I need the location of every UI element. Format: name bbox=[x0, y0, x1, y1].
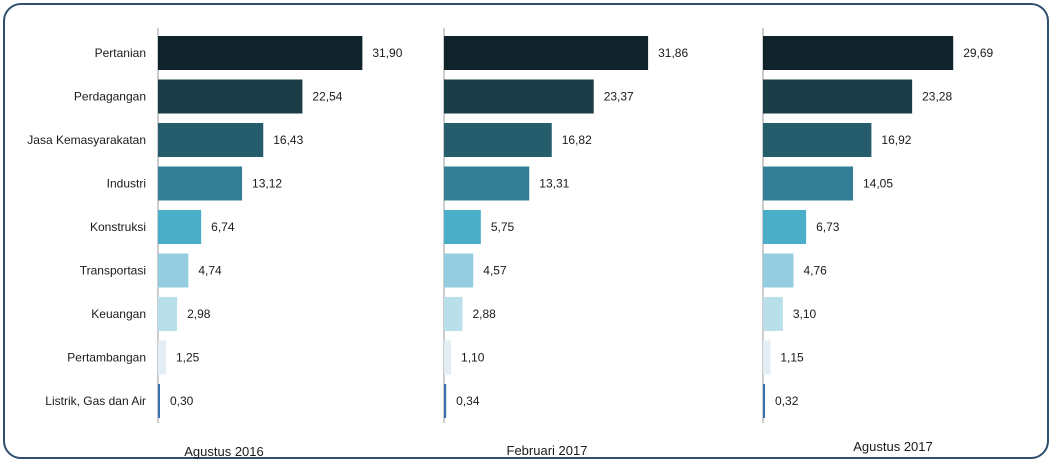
bar bbox=[444, 166, 530, 201]
bar-value-label: 6,73 bbox=[816, 220, 840, 234]
category-label: Pertambangan bbox=[67, 351, 146, 365]
bar-value-label: 0,32 bbox=[775, 394, 799, 408]
bar-value-label: 16,92 bbox=[881, 133, 911, 147]
bar bbox=[763, 384, 766, 418]
category-label: Industri bbox=[107, 177, 146, 191]
panel-title: Agustus 2017 bbox=[853, 439, 933, 454]
bar-value-label: 2,88 bbox=[472, 307, 496, 321]
bar-value-label: 4,74 bbox=[198, 264, 222, 278]
panel-title: Februari 2017 bbox=[507, 443, 588, 458]
bar-value-label: 29,69 bbox=[963, 46, 993, 60]
bar-value-label: 14,05 bbox=[863, 177, 893, 191]
bar-value-label: 6,74 bbox=[211, 220, 235, 234]
bar bbox=[763, 210, 807, 244]
bar bbox=[763, 297, 783, 331]
bar bbox=[763, 340, 771, 375]
bar-value-label: 22,54 bbox=[312, 90, 342, 104]
bar bbox=[158, 253, 189, 288]
bar bbox=[158, 36, 363, 70]
category-label: Keuangan bbox=[91, 307, 146, 321]
bar-value-label: 23,28 bbox=[922, 90, 952, 104]
bar-value-label: 31,90 bbox=[372, 46, 402, 60]
bar-value-label: 4,76 bbox=[803, 264, 827, 278]
bar-value-label: 2,98 bbox=[187, 307, 211, 321]
category-label: Pertanian bbox=[95, 46, 146, 60]
bar-value-label: 0,34 bbox=[456, 394, 480, 408]
chart-frame bbox=[3, 3, 1049, 459]
bar bbox=[444, 79, 594, 114]
bar-value-label: 31,86 bbox=[658, 46, 688, 60]
bar-value-label: 1,15 bbox=[780, 351, 804, 365]
bar bbox=[158, 210, 202, 244]
bar bbox=[158, 297, 178, 331]
bar bbox=[763, 123, 872, 157]
bar-value-label: 13,31 bbox=[539, 177, 569, 191]
bar bbox=[444, 123, 552, 157]
bar bbox=[444, 36, 649, 70]
bar bbox=[158, 340, 167, 375]
bar bbox=[444, 297, 463, 331]
bar bbox=[763, 166, 854, 201]
bar-value-label: 0,30 bbox=[170, 394, 194, 408]
bar bbox=[763, 253, 794, 288]
panel-title: Agustus 2016 bbox=[184, 444, 264, 459]
bar bbox=[158, 166, 243, 201]
bar-value-label: 23,37 bbox=[604, 90, 634, 104]
bar-value-label: 4,57 bbox=[483, 264, 507, 278]
bar bbox=[444, 253, 474, 288]
bar-value-label: 1,25 bbox=[176, 351, 200, 365]
bar-value-label: 5,75 bbox=[491, 220, 515, 234]
bar-value-label: 16,43 bbox=[273, 133, 303, 147]
category-label: Listrik, Gas dan Air bbox=[45, 394, 146, 408]
bar-value-label: 13,12 bbox=[252, 177, 282, 191]
bar bbox=[444, 340, 452, 375]
category-label: Transportasi bbox=[80, 264, 146, 278]
bar bbox=[158, 123, 264, 157]
category-label: Konstruksi bbox=[90, 220, 146, 234]
bar-value-label: 3,10 bbox=[793, 307, 817, 321]
category-label: Perdagangan bbox=[74, 90, 146, 104]
category-label: Jasa Kemasyarakatan bbox=[27, 133, 146, 147]
bar bbox=[158, 79, 303, 114]
bar-value-label: 1,10 bbox=[461, 351, 485, 365]
bar bbox=[763, 79, 913, 114]
bar bbox=[763, 36, 954, 70]
bar bbox=[158, 384, 160, 418]
bar-value-label: 16,82 bbox=[562, 133, 592, 147]
bar bbox=[444, 384, 447, 418]
bar bbox=[444, 210, 481, 244]
